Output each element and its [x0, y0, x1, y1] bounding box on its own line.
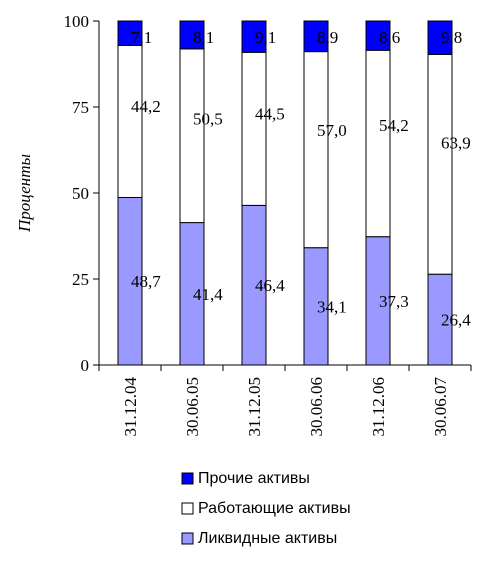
legend-label: Ликвидные активы	[198, 530, 337, 547]
x-tick-label: 31.12.04	[121, 377, 140, 437]
x-tick-label: 30.06.07	[431, 377, 450, 437]
data-label: 34,1	[317, 297, 347, 316]
y-axis-title: Проценты	[15, 154, 34, 233]
y-tick-label: 25	[72, 270, 89, 289]
y-tick-label: 100	[64, 12, 90, 31]
data-label: 37,3	[379, 292, 409, 311]
x-tick-label: 30.06.06	[307, 377, 326, 437]
y-axis: 0 25 50 75 100	[64, 12, 100, 375]
data-label: 26,4	[441, 311, 471, 330]
legend-label: Прочие активы	[198, 470, 310, 487]
bar-segment	[427, 20, 453, 55]
bar-segment	[179, 20, 205, 50]
legend-swatch	[181, 532, 194, 545]
legend: Прочие активы Работающие активы Ликвидные …	[181, 470, 351, 547]
legend-swatch	[181, 472, 194, 485]
data-label: 8,6	[379, 28, 400, 47]
plot-area: 48,7 44,2 7,1 41,4 50,5 8,1 46,4 44,5 9,1 34,1 57,…	[117, 20, 471, 366]
data-label: 7,1	[131, 28, 152, 47]
data-label: 8,1	[193, 28, 214, 47]
data-label: 54,2	[379, 116, 409, 135]
data-label: 41,4	[193, 285, 223, 304]
data-label: 9,8	[441, 28, 462, 47]
bar-segment	[427, 273, 453, 366]
data-label: 57,0	[317, 121, 347, 140]
legend-label: Работающие активы	[198, 500, 351, 517]
data-label: 50,5	[193, 109, 223, 128]
y-tick-label: 75	[72, 98, 89, 117]
bar-segment	[241, 51, 267, 206]
data-label: 48,7	[131, 272, 161, 291]
x-axis: 31.12.04 30.06.05 31.12.05 30.06.06 31.12.06…	[98, 364, 472, 437]
bar-segment	[117, 196, 143, 366]
data-label: 9,1	[255, 28, 276, 47]
bar-segment	[117, 20, 143, 46]
bar-segment	[365, 49, 391, 238]
bar-segment	[365, 20, 391, 51]
bar-segment	[427, 53, 453, 275]
x-tick-label: 30.06.05	[183, 377, 202, 437]
bar-segment	[303, 20, 329, 53]
bar-segment	[179, 48, 205, 224]
data-label: 63,9	[441, 133, 471, 152]
data-label: 44,5	[255, 105, 285, 124]
data-label: 44,2	[131, 97, 161, 116]
bar-segment	[303, 51, 329, 249]
bar-segment	[117, 44, 143, 198]
y-tick-label: 50	[72, 184, 89, 203]
legend-swatch	[181, 502, 194, 515]
data-label: 8,9	[317, 28, 338, 47]
y-tick-label: 0	[81, 356, 90, 375]
bar-segment	[241, 20, 267, 53]
x-tick-label: 31.12.06	[369, 377, 388, 437]
data-label: 46,4	[255, 276, 285, 295]
x-tick-label: 31.12.05	[245, 377, 264, 437]
